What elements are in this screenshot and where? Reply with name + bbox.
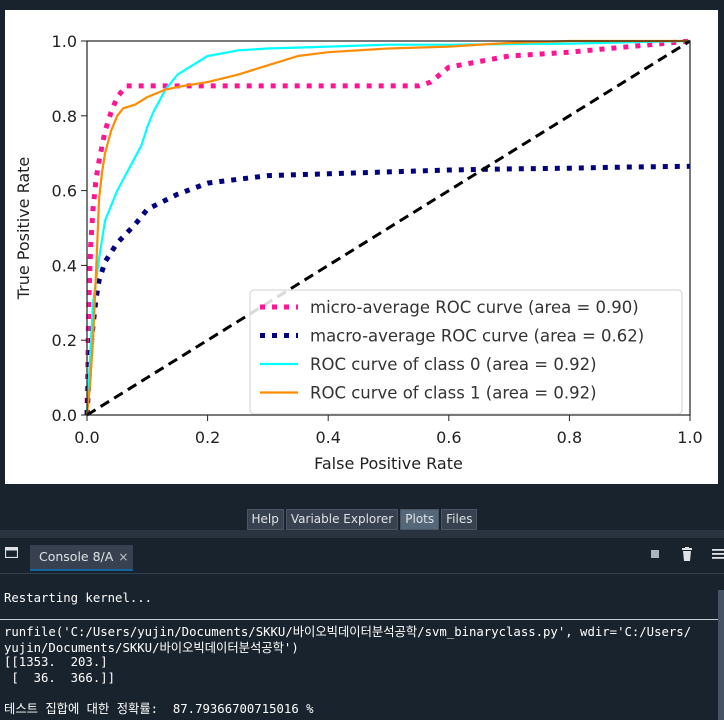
x-tick-label: 1.0: [677, 428, 702, 447]
x-tick-label: 0.4: [315, 428, 340, 447]
series-line-3: [85, 39, 690, 416]
y-tick-label: 1.0: [52, 32, 77, 51]
tab-variable-explorer[interactable]: Variable Explorer: [285, 509, 399, 530]
console-divider: [0, 619, 718, 620]
series-line-2: [85, 39, 691, 416]
diagonal-reference-line: [86, 39, 691, 417]
legend-label: ROC curve of class 0 (area = 0.92): [310, 355, 597, 374]
y-tick-label: 0.8: [52, 107, 77, 126]
tab-plots[interactable]: Plots: [400, 509, 440, 530]
x-tick-label: 0.2: [195, 428, 220, 447]
x-axis-title: False Positive Rate: [314, 454, 463, 473]
legend-box: [249, 289, 683, 415]
tab-help[interactable]: Help: [246, 509, 284, 530]
console-line: runfile('C:/Users/yujin/Documents/SKKU/바…: [4, 625, 692, 639]
y-axis-title: True Positive Rate: [14, 157, 33, 301]
console-line: Restarting kernel...: [4, 591, 153, 605]
console-line: [ 36. 366.]]: [4, 671, 116, 685]
console-line: yujin/Documents/SKKU/바이오빅데이터분석공학'): [4, 641, 299, 655]
legend-label: ROC curve of class 1 (area = 0.92): [310, 384, 597, 403]
tab-files[interactable]: Files: [441, 509, 478, 530]
trash-icon[interactable]: [682, 547, 692, 561]
menu-icon[interactable]: [712, 549, 724, 559]
plot-frame: [86, 40, 691, 416]
y-tick-label: 0.0: [52, 406, 77, 425]
x-tick-label: 0.0: [74, 428, 99, 447]
console-scrollbar[interactable]: [718, 590, 724, 720]
console-tab[interactable]: Console 8/A ×: [30, 545, 133, 571]
x-tick-label: 0.8: [557, 428, 582, 447]
console-line: 테스트 집합에 대한 정확률: 87.79366700715016 %: [4, 702, 314, 716]
pane-splitter[interactable]: [0, 530, 724, 538]
plots-pane: 0.0 0.2 0.4 0.6 0.8 1.0 0.0 0.2 0.4 0.6 0.8 1.0 Fals…: [5, 10, 718, 484]
y-tick-label: 0.2: [52, 331, 77, 350]
series-line-1: [84, 163, 691, 416]
x-tick-label: 0.6: [436, 428, 461, 447]
close-icon[interactable]: ×: [118, 550, 129, 564]
console-line: [[1353. 203.]: [4, 655, 108, 669]
legend-label: macro-average ROC curve (area = 0.62): [310, 327, 644, 346]
console-tab-label: Console 8/A: [39, 549, 114, 564]
console-output[interactable]: Restarting kernel... runfile('C:/Users/y…: [0, 574, 718, 720]
browse-tabs-icon[interactable]: [5, 547, 18, 558]
pane-tab-bar: Help Variable Explorer Plots Files: [0, 509, 724, 530]
console-header: Console 8/A ×: [0, 538, 724, 574]
plot-figure: 0.0 0.2 0.4 0.6 0.8 1.0 0.0 0.2 0.4 0.6 0.8 1.0 Fals…: [5, 10, 718, 484]
y-tick-label: 0.6: [52, 182, 77, 201]
legend-label: micro-average ROC curve (area = 0.90): [310, 298, 639, 317]
stop-icon[interactable]: [651, 550, 659, 558]
roc-chart: 0.0 0.2 0.4 0.6 0.8 1.0 0.0 0.2 0.4 0.6 0.8 1.0 Fals…: [14, 32, 703, 473]
y-tick-label: 0.4: [52, 256, 77, 275]
